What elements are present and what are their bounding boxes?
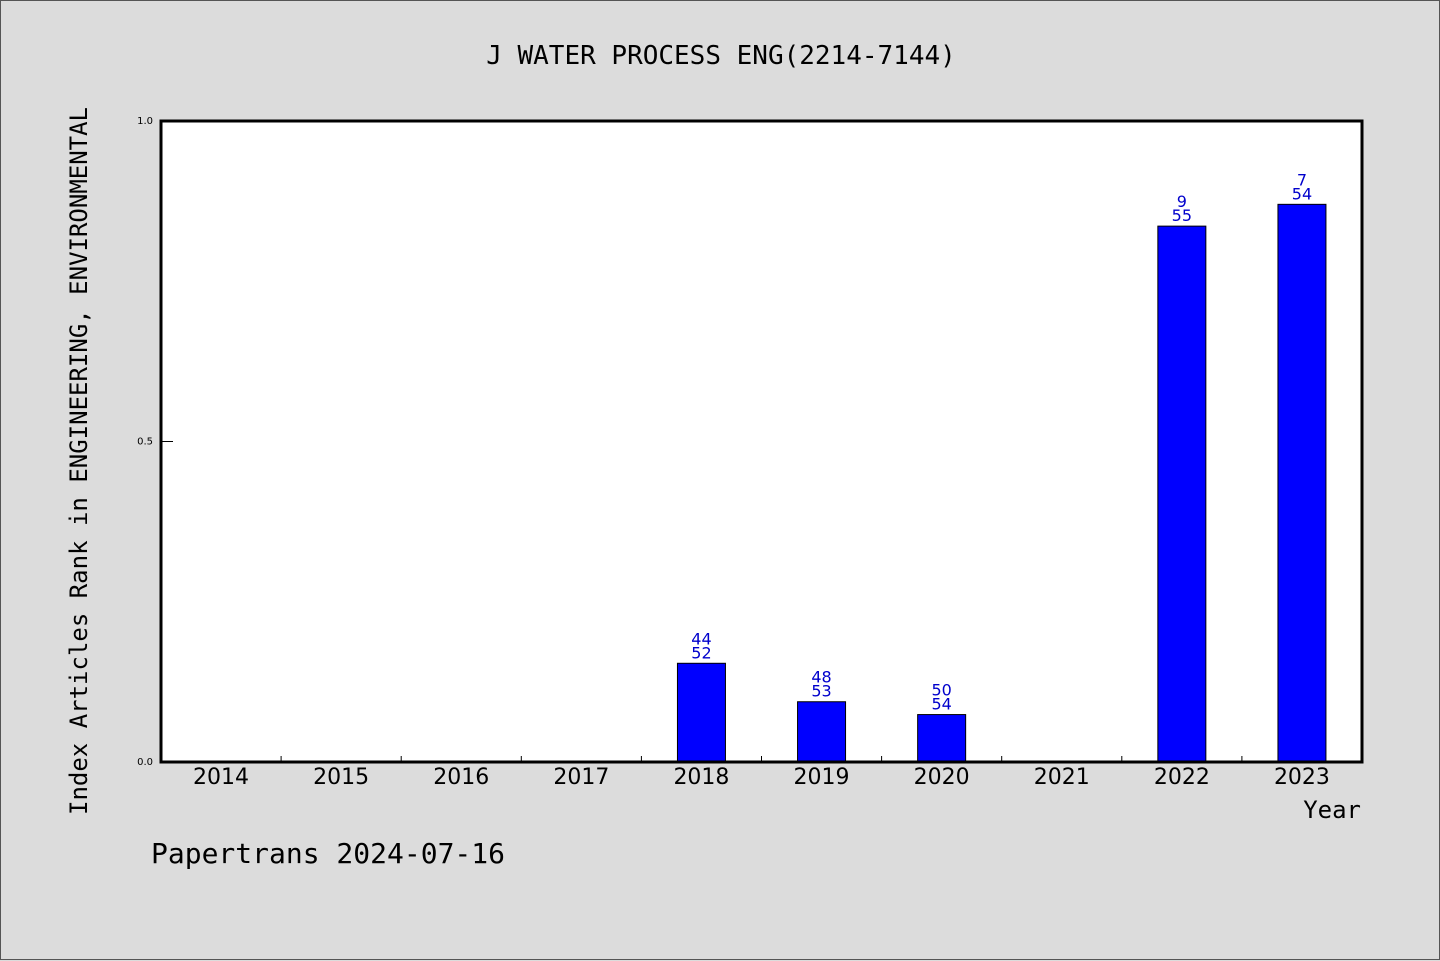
x-tick-label-2016: 2016 xyxy=(433,765,489,790)
data-label-rank-2023: 7 xyxy=(1297,170,1307,189)
data-label-rank-2019: 48 xyxy=(811,668,831,687)
x-tick-label-2019: 2019 xyxy=(794,765,850,790)
footer-text: Papertrans 2024-07-16 xyxy=(151,837,505,870)
data-label-total-2018: 52 xyxy=(691,643,711,662)
x-axis-label: Year xyxy=(1303,796,1361,824)
y-tick-label-1.0: 1.0 xyxy=(137,116,153,127)
y-tick-label-0.0: 0.0 xyxy=(137,757,153,768)
bar-group xyxy=(676,203,1327,763)
bar-2023 xyxy=(1277,203,1327,763)
x-tick-label-2020: 2020 xyxy=(914,765,970,790)
x-tick-label-2023: 2023 xyxy=(1274,765,1330,790)
data-label-rank-2022: 9 xyxy=(1177,192,1187,211)
x-axis-ticks: 2014 2015 2016 2017 2018 2019 2020 2021 2022 2023 xyxy=(193,756,1330,790)
y-tick-label-0.5: 0.5 xyxy=(137,437,153,448)
x-tick-label-2022: 2022 xyxy=(1154,765,1210,790)
data-label-rank-2018: 44 xyxy=(691,629,711,648)
x-tick-label-2021: 2021 xyxy=(1034,765,1090,790)
x-tick-label-2018: 2018 xyxy=(673,765,729,790)
chart-title: J WATER PROCESS ENG(2214-7144) xyxy=(486,41,956,71)
data-label-total-2023: 54 xyxy=(1292,184,1312,203)
x-tick-label-2014: 2014 xyxy=(193,765,249,790)
data-label-total-2020: 54 xyxy=(931,695,951,714)
data-label-total-2022: 55 xyxy=(1172,206,1192,225)
x-tick-label-2017: 2017 xyxy=(553,765,609,790)
x-tick-label-2015: 2015 xyxy=(313,765,369,790)
bar-2020 xyxy=(917,714,967,763)
bar-2019 xyxy=(797,701,847,763)
bar-2022 xyxy=(1157,225,1207,763)
bar-2018 xyxy=(676,662,726,763)
plot-border xyxy=(159,119,1364,764)
data-label-total-2019: 53 xyxy=(811,682,831,701)
data-label-rank-2020: 50 xyxy=(931,681,951,700)
y-axis-label: Index Articles Rank in ENGINEERING, ENVI… xyxy=(65,107,93,815)
